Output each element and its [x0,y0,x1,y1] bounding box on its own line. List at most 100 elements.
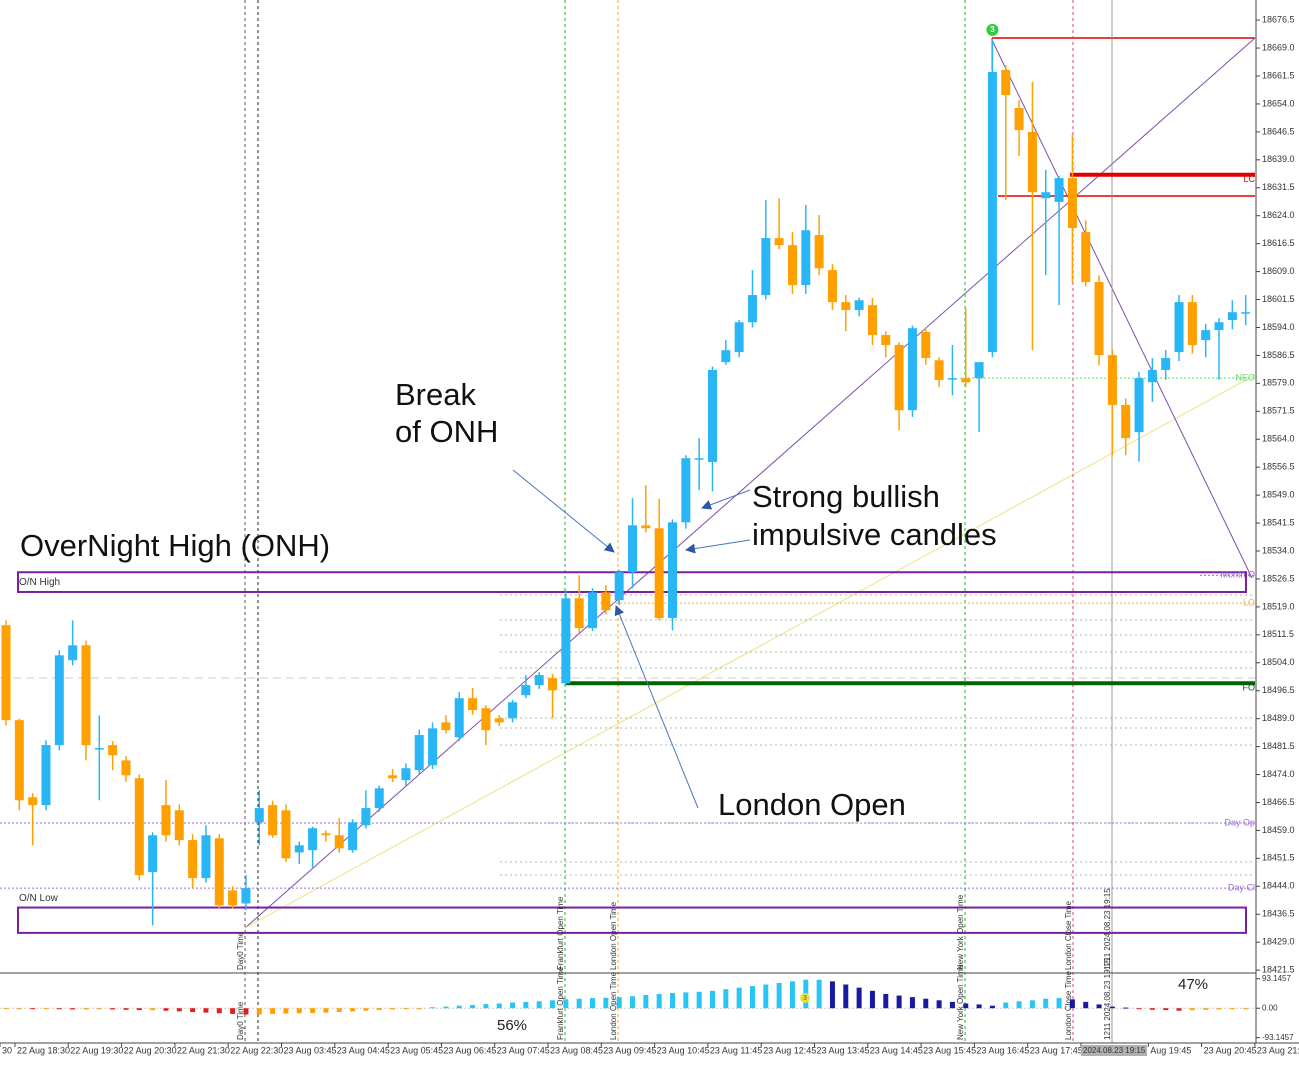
candle-body [134,778,144,876]
candle-body [747,295,757,323]
x-tick-label: 22 Aug 21:30 [177,1045,230,1055]
percent-label: 56% [497,1017,527,1034]
candle-body [574,598,584,629]
candle-body [414,735,424,771]
oscillator-bar [150,1008,156,1011]
y-tick-label: 18496.5 [1262,685,1295,695]
y-tick-label: 18549.0 [1262,490,1295,500]
x-tick-label: 23 Aug 21:45 [1257,1045,1299,1055]
candle-body [1187,302,1197,345]
oscillator-bar [1003,1002,1009,1009]
oscillator-bar [816,979,822,1009]
candle-body [14,720,24,801]
candle-body [654,528,664,619]
oscillator-bar [949,1001,955,1009]
candle-body [254,808,264,823]
candle-body [308,828,318,851]
y-tick-label: 93.1457 [1262,974,1291,983]
candle-body [534,675,544,686]
oscillator-bar [843,984,849,1009]
oscillator-bar [136,1008,142,1011]
candle-body [961,378,971,383]
oscillator-bar [470,1005,476,1009]
y-tick-label: 18474.0 [1262,769,1295,779]
candle-body [1121,404,1131,439]
candle-body [921,331,931,359]
oscillator-bar [430,1007,436,1009]
y-tick-label: 18616.5 [1262,238,1295,248]
session-label: Day0 Time [236,1001,245,1040]
y-tick-label: 18489.0 [1262,713,1295,723]
oscillator-bar [110,1008,116,1010]
oscillator-bar [1229,1008,1235,1010]
oscillator-bar [1123,1007,1129,1009]
oscillator-bar [936,1000,942,1009]
session-label: New York Open Time [956,964,965,1040]
oscillator-bar [1043,998,1049,1009]
x-tick-label: 22 Aug 18:30 [17,1045,70,1055]
y-tick-label: 18519.0 [1262,601,1295,611]
oscillator-bar [83,1008,89,1010]
candle-body [54,655,64,746]
candle-body [668,522,677,619]
oscillator-bar [270,1008,276,1014]
candle-body [814,235,824,269]
candle-body [614,572,624,601]
trend-line [244,374,1256,929]
y-tick-label: 18564.0 [1262,434,1295,444]
trend-line [991,39,1253,579]
x-tick-label: 2024.08.23 19:15 [1083,1046,1146,1055]
candle-body [641,525,651,529]
oscillator-bar [736,987,742,1009]
x-tick-label: 23 Aug 05:45 [390,1045,443,1055]
candle-body [881,334,891,345]
x-tick-label: 23 Aug 04:45 [337,1045,390,1055]
session-label: Day0 Time [236,931,245,970]
candle-body [374,788,384,809]
annotation: of ONH [395,414,498,449]
y-tick-label: 18646.5 [1262,126,1295,136]
oscillator-bar [696,991,702,1009]
oscillator-bar [1083,1001,1089,1009]
candle-body [947,378,957,380]
oscillator-bar [203,1008,209,1013]
candle-body [68,645,78,661]
oscillator-bar [1056,998,1062,1009]
oscillator-bar [1176,1008,1182,1011]
x-tick-label: 22 Aug 22:30 [230,1045,283,1055]
y-tick-label: 0.00 [1262,1003,1278,1012]
annotation: impulsive candles [752,517,997,552]
oscillator-bar [643,994,649,1009]
oscillator-bar [763,984,769,1009]
arrow [701,489,751,510]
y-tick-label: 18639.0 [1262,154,1295,164]
x-tick-label: 23 Aug 10:45 [657,1045,710,1055]
session-label: London Close Time [1064,901,1073,970]
oscillator-bar [869,990,875,1009]
oscillator-bar [909,997,915,1009]
candle-body [934,360,944,381]
candle-body [214,838,224,906]
x-tick-label: 23 Aug 11:45 [710,1045,762,1055]
zone-label: O/N Low [19,893,59,904]
session-label: New York Open Time [956,894,965,970]
oscillator-bar [336,1008,342,1013]
oscillator-bar [283,1008,289,1014]
oscillator-bar [496,1003,502,1009]
oscillator-bar [709,990,715,1009]
y-tick-label: 18586.5 [1262,350,1295,360]
candle-body [521,685,531,696]
y-tick-label: 18429.0 [1262,937,1295,947]
oscillator-bar [1136,1008,1142,1010]
oscillator-bar [416,1008,422,1010]
y-tick-label: 18579.0 [1262,378,1295,388]
candle-body [334,835,344,849]
oscillator-bar [989,1005,995,1009]
arrow [614,605,699,809]
back-layer [0,0,1256,1043]
candle-body [561,598,571,684]
oscillator-bar [3,1008,9,1010]
candle-body [1041,192,1051,199]
candle-body [1027,131,1037,193]
